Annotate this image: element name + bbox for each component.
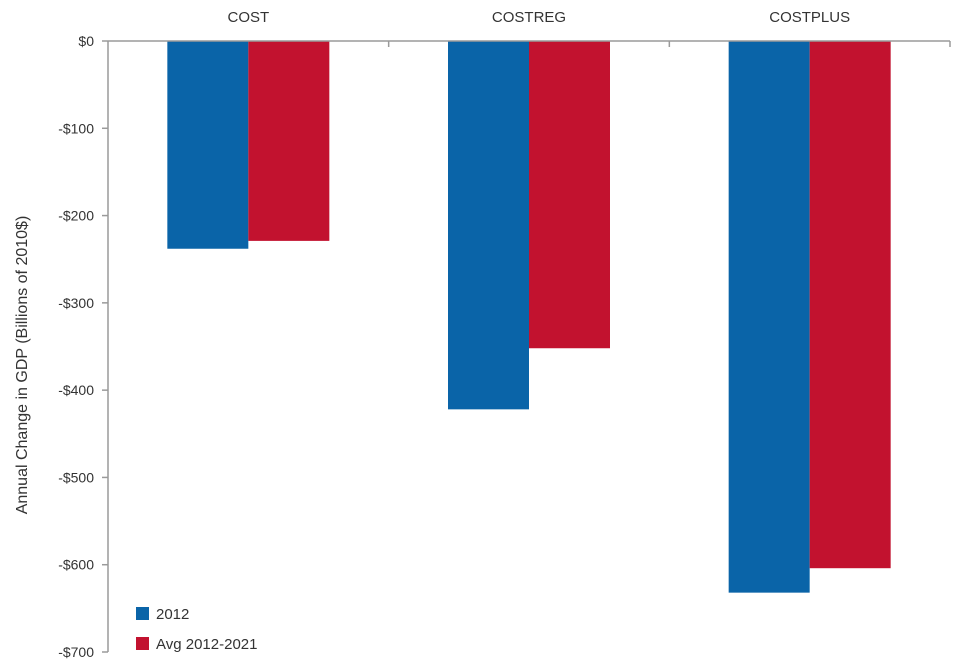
y-tick-label: -$700 — [58, 644, 94, 660]
bar-costplus-series-1 — [728, 41, 810, 593]
bars — [167, 41, 891, 593]
y-axis-ticks: $0 -$100 -$200 -$300 -$400 -$500 -$600 -$700 — [58, 33, 108, 660]
bar-costplus-series-2 — [809, 41, 891, 569]
y-axis-title: Annual Change in GDP (Billions of 2010$) — [14, 216, 31, 515]
bar-costreg-series-1 — [448, 41, 529, 410]
legend-swatch — [136, 637, 149, 650]
legend: 2012 Avg 2012-2021 — [136, 606, 257, 653]
bar-costreg-series-2 — [529, 41, 610, 349]
y-tick-label: -$100 — [58, 120, 94, 136]
legend-label: Avg 2012-2021 — [156, 636, 257, 653]
legend-swatch — [136, 607, 149, 620]
bar-cost-series-1 — [167, 41, 249, 249]
category-labels: COST COSTREG COSTPLUS — [227, 9, 850, 26]
category-ticks — [387, 41, 951, 47]
bar-cost-series-2 — [248, 41, 330, 241]
y-tick-label: -$600 — [58, 557, 94, 573]
y-tick-label: $0 — [78, 33, 94, 49]
y-tick-label: -$200 — [58, 208, 94, 224]
y-tick-label: -$300 — [58, 295, 94, 311]
category-label: COST — [227, 9, 269, 26]
legend-label: 2012 — [156, 606, 189, 623]
category-label: COSTREG — [492, 9, 566, 26]
y-tick-label: -$400 — [58, 382, 94, 398]
category-label: COSTPLUS — [769, 9, 850, 26]
y-tick-label: -$500 — [58, 469, 94, 485]
